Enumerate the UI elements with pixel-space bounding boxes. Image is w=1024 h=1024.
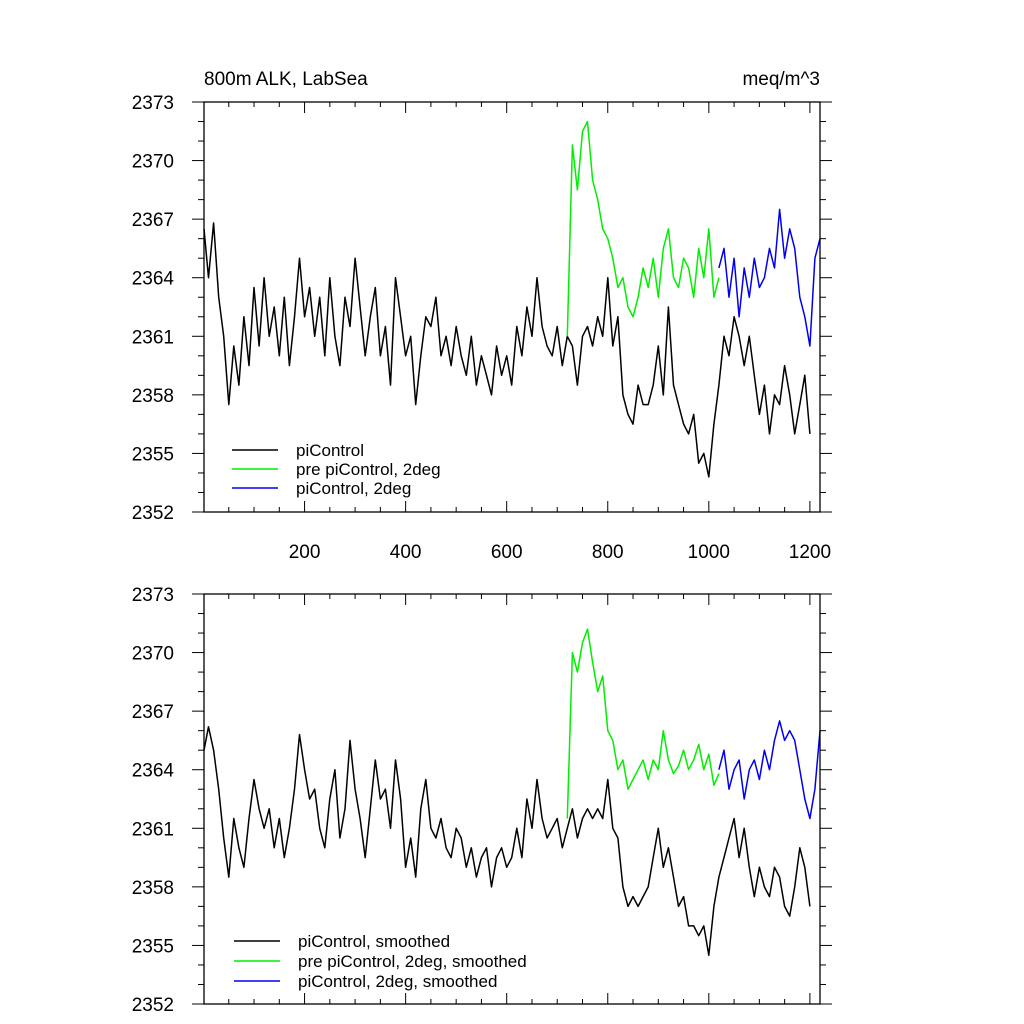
y-tick-label: 2370 (132, 152, 174, 173)
y-tick-label: 2373 (132, 585, 174, 606)
y-tick-label: 2352 (132, 503, 174, 524)
x-tick-label: 1200 (789, 542, 831, 563)
series-line (566, 628, 720, 819)
plot-frame (203, 101, 821, 513)
y-tick-label: 2352 (132, 995, 174, 1016)
chart-title: 800m ALK, LabSea (204, 69, 368, 90)
y-tick-label: 2358 (132, 878, 174, 899)
bottom-panel: 2352 2355 2358 2361 2364 2367 2370 2373 piContr… (132, 585, 832, 1016)
y-tick-label: 2364 (132, 269, 175, 290)
y-tick-label: 2355 (132, 444, 174, 465)
legend-label: piControl, smoothed (298, 932, 450, 951)
series-lines (203, 120, 821, 478)
series-line (203, 222, 811, 478)
y-tick-label: 2367 (132, 210, 174, 231)
series-lines (203, 628, 821, 956)
axis-ticks (192, 101, 832, 513)
y-tick-label: 2373 (132, 93, 174, 114)
x-tick-label: 1000 (688, 542, 730, 563)
y-tick-label: 2361 (132, 819, 174, 840)
y-tick-label: 2358 (132, 386, 174, 407)
units-label: meq/m^3 (742, 69, 820, 90)
y-tick-label: 2361 (132, 327, 174, 348)
top-panel: 800m ALK, LabSea meq/m^3 2352 2355 2358 236… (132, 69, 832, 563)
legend-label: piControl (296, 441, 364, 460)
series-line (203, 726, 811, 956)
series-line (566, 120, 720, 337)
x-tick-label: 600 (491, 542, 523, 563)
axis-ticks (192, 593, 832, 1005)
y-tick-label: 2364 (132, 761, 175, 782)
x-tick-label: 200 (289, 542, 321, 563)
x-tick-label: 400 (390, 542, 422, 563)
legend-label: pre piControl, 2deg (296, 460, 441, 479)
series-line (718, 208, 821, 347)
y-tick-label: 2367 (132, 702, 174, 723)
legend-label: piControl, 2deg (296, 479, 411, 498)
legend-label: pre piControl, 2deg, smoothed (298, 952, 527, 971)
legend-label: piControl, 2deg, smoothed (298, 972, 497, 991)
axis-tick-labels: 2352 2355 2358 2361 2364 2367 2370 2373 200 400 60… (132, 93, 831, 563)
axis-tick-labels: 2352 2355 2358 2361 2364 2367 2370 2373 (132, 585, 175, 1016)
series-line (718, 720, 821, 820)
y-tick-label: 2355 (132, 936, 174, 957)
y-tick-label: 2370 (132, 644, 174, 665)
plot-frame (203, 593, 821, 1005)
x-tick-label: 800 (592, 542, 624, 563)
